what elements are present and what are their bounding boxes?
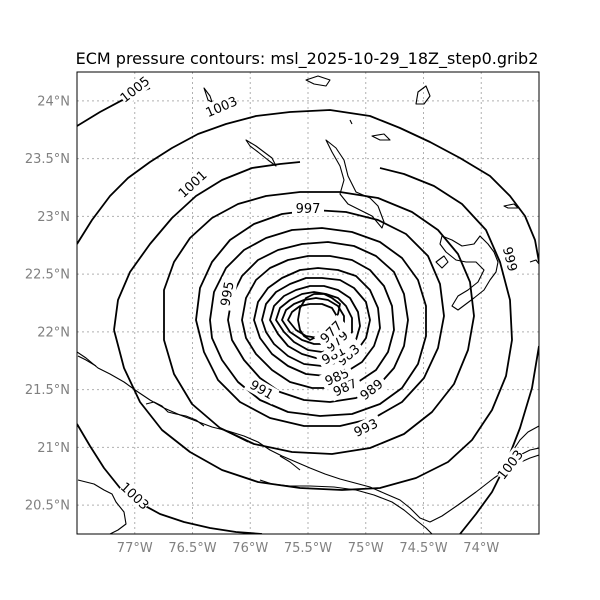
x-tick-label: 76°W: [232, 541, 268, 556]
x-tick-label: 75.5°W: [284, 541, 332, 556]
contour-label-mask: [314, 314, 349, 349]
contour-label-mask: [319, 363, 355, 391]
contour-label-text: 999: [499, 245, 519, 273]
island-crooked: [435, 255, 449, 269]
contour-label-999: 999: [498, 241, 522, 277]
contour-label-995: 995: [216, 276, 238, 311]
contour-label-1003: 1003: [203, 93, 240, 121]
contour-977: [297, 293, 341, 341]
contour-985: [269, 285, 361, 359]
contour-label-mask: [498, 241, 522, 277]
contour-label-mask: [117, 479, 152, 513]
island-exuma-cays: [245, 139, 277, 167]
contour-label-mask: [493, 447, 527, 483]
island-cuba-keys-west: [77, 355, 97, 367]
contour-1001: [113, 161, 301, 331]
tick-layer: 77°W 76.5°W 76°W 75.5°W 75°W 74.5°W 74°W 20.5°N…: [25, 94, 500, 556]
contour-label-mask: [347, 413, 384, 442]
contour-995: [209, 227, 427, 417]
x-tick-label: 74°W: [463, 541, 499, 556]
island-inagua: [529, 259, 539, 265]
contour-1003-south: [77, 423, 263, 534]
contour-label-mask: [243, 374, 280, 405]
x-tick-label: 77°W: [117, 541, 153, 556]
contour-label-1003: 1003: [493, 447, 527, 483]
y-tick-label: 24°N: [37, 94, 70, 109]
contour-989: [253, 267, 381, 377]
x-tick-label: 76.5°W: [168, 541, 216, 556]
contour-999: [163, 191, 475, 455]
contour-987: [261, 277, 371, 367]
y-tick-label: 22°N: [37, 325, 70, 340]
x-tick-label: 74.5°W: [399, 541, 447, 556]
y-tick-label: 21.5°N: [25, 383, 70, 398]
island-andros-tip: [203, 87, 213, 103]
contour-label-text: 995: [218, 280, 237, 307]
coastline-cuba-south: [77, 479, 127, 534]
map-frame: [76, 71, 540, 535]
y-tick-label: 22.5°N: [25, 268, 70, 283]
contour-label-997: 997: [292, 200, 324, 217]
island-long: [325, 139, 385, 229]
island-rum-cay: [371, 133, 391, 141]
contour-983: [275, 291, 353, 353]
contour-label-mask: [327, 373, 363, 402]
coastline-cuba-east: [77, 351, 539, 523]
contour-981: [281, 297, 345, 345]
contour-997: [195, 209, 445, 427]
contour-1001-south: [113, 167, 513, 491]
island-small-cay: [349, 119, 353, 125]
contour-label-mask: [203, 93, 240, 121]
y-tick-label: 23.5°N: [25, 152, 70, 167]
island-san-salvador: [415, 85, 431, 105]
island-acklins: [439, 235, 499, 311]
contour-label-mask: [216, 276, 238, 311]
island-cat: [305, 75, 331, 87]
contour-1003: [77, 109, 539, 263]
island-ragged: [145, 401, 205, 427]
x-tick-label: 75°W: [348, 541, 384, 556]
contour-991: [241, 255, 395, 389]
contour-label-text: 997: [296, 202, 321, 217]
y-tick-label: 21°N: [37, 441, 70, 456]
contour-label-mask: [315, 340, 352, 370]
grid-layer: [77, 72, 539, 534]
contour-label-mask: [353, 373, 390, 406]
y-tick-label: 20.5°N: [25, 499, 70, 514]
contour-label-mask: [117, 73, 153, 106]
chart-title: ECM pressure contours: msl_2025-10-29_18…: [76, 49, 539, 69]
coastline-cuba-southeast: [259, 479, 433, 534]
island-cuba-keys-east: [279, 455, 301, 471]
contour-label-mask: [175, 167, 210, 201]
contour-label-mask: [292, 200, 324, 217]
y-tick-label: 23°N: [37, 210, 70, 225]
contour-label-mask: [319, 324, 355, 358]
